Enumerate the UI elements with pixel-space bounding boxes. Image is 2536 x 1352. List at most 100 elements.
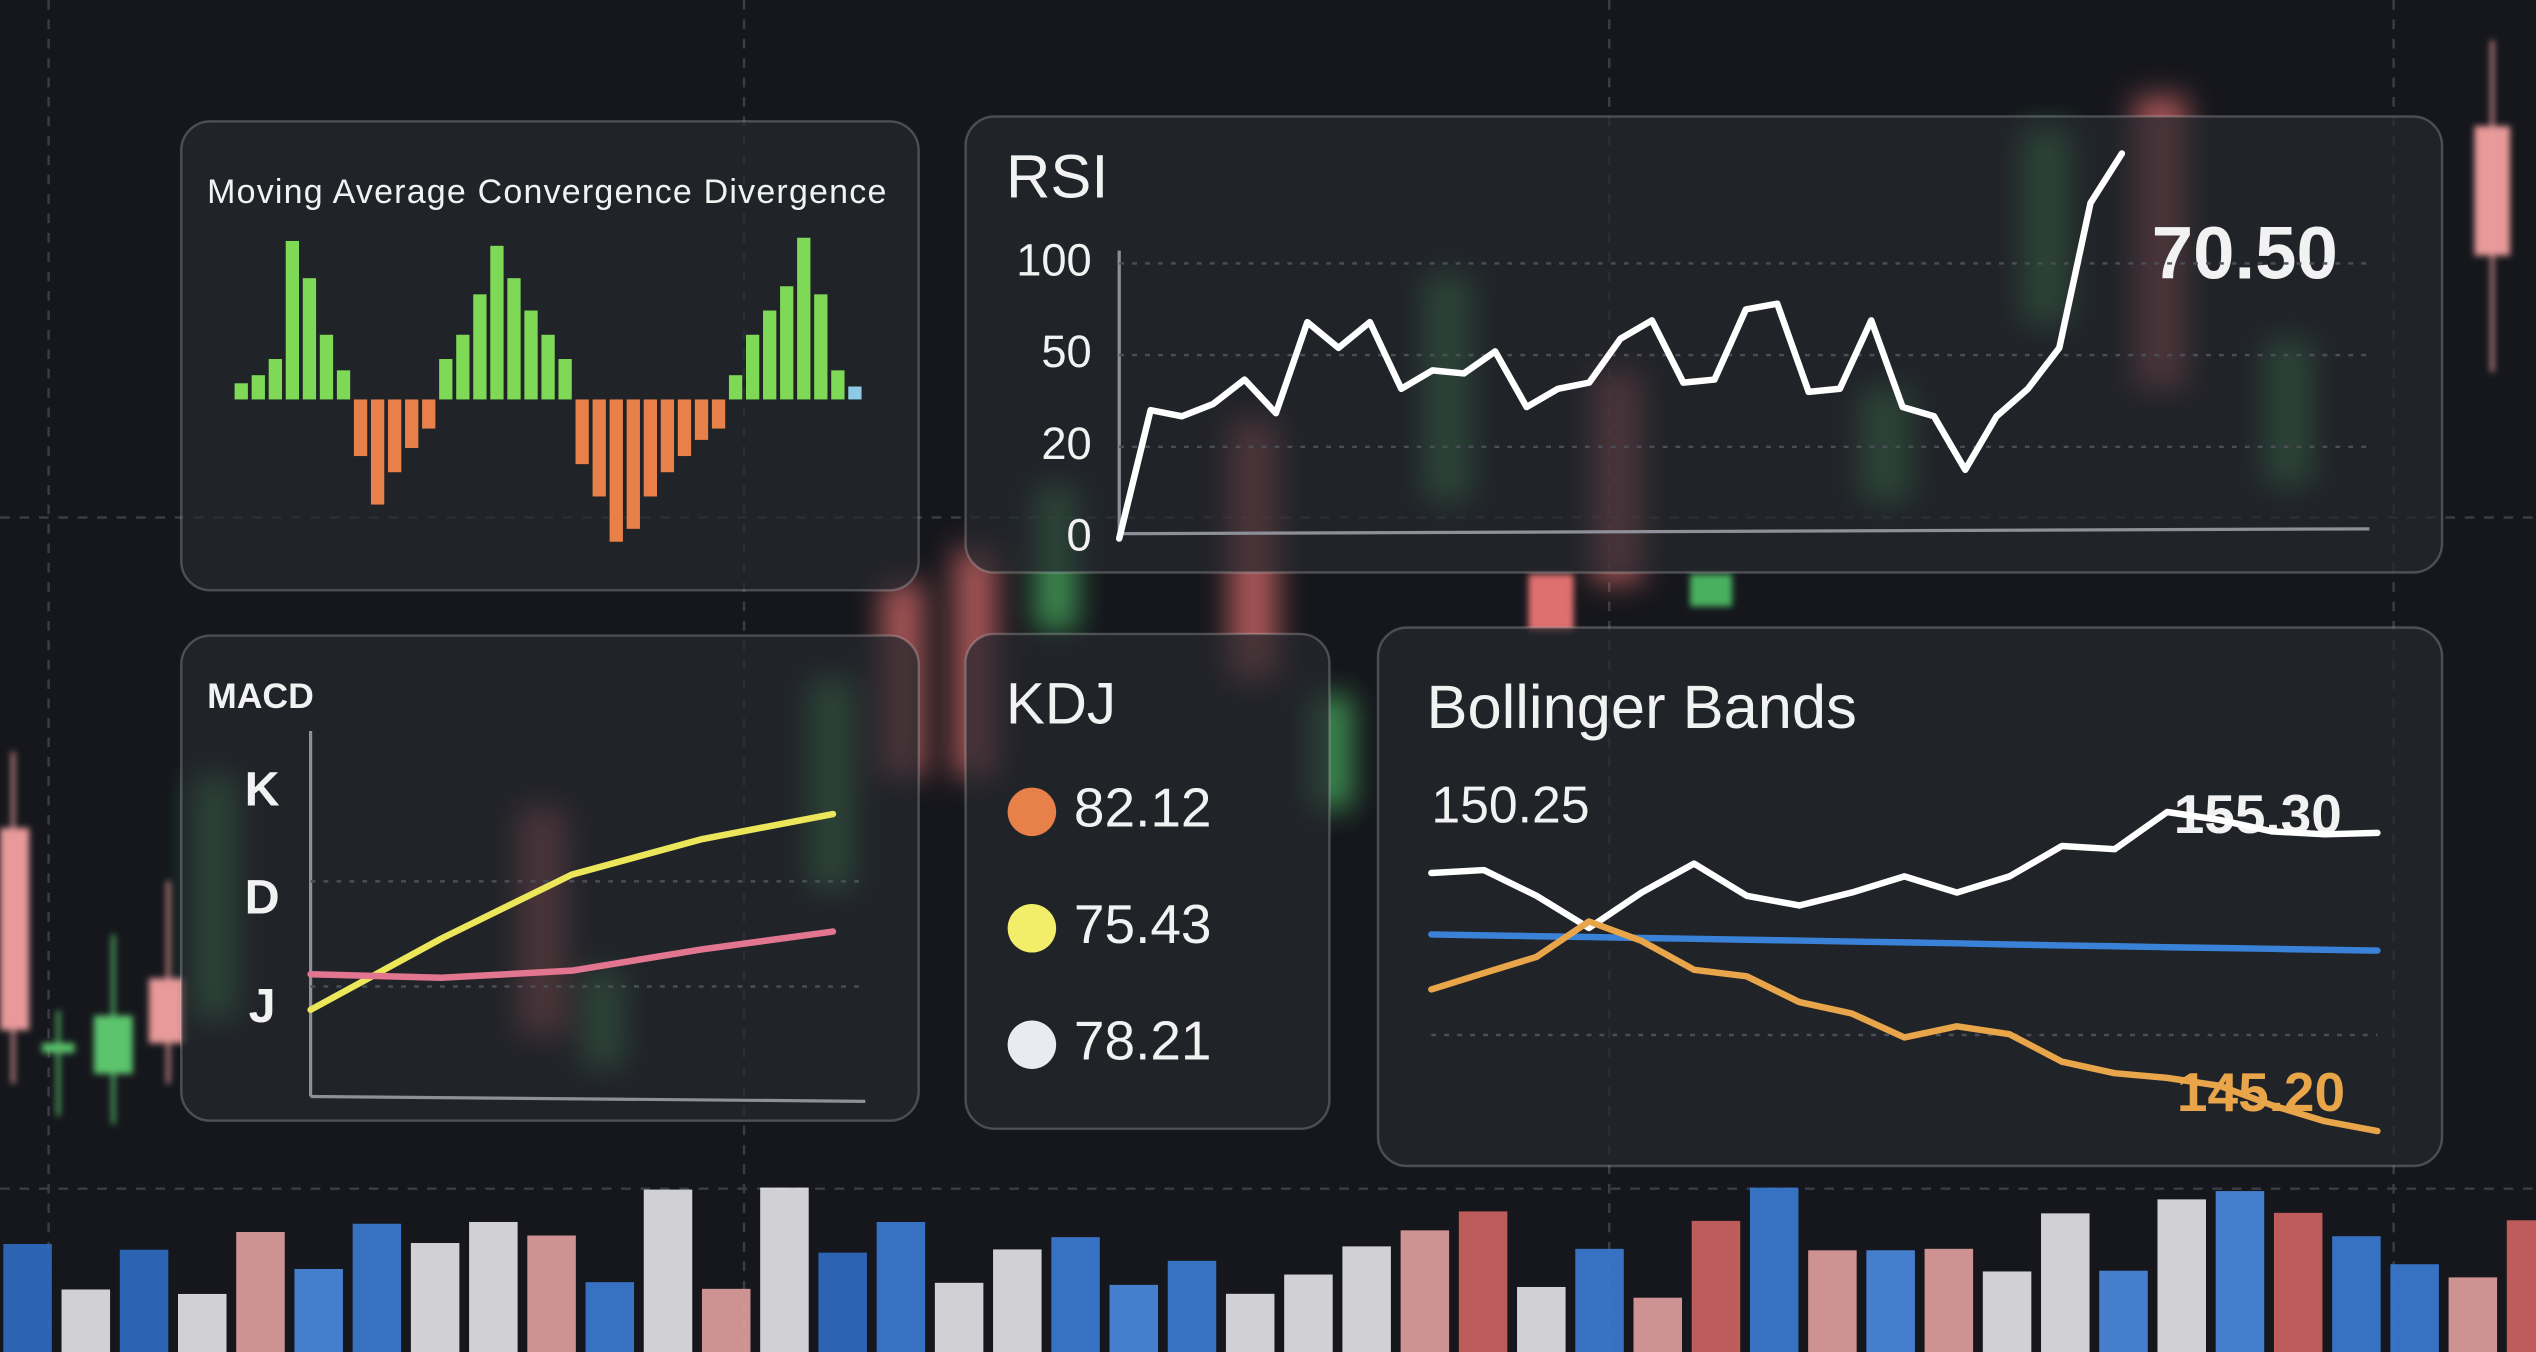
volume-bar [2506,1220,2536,1352]
bar [848,386,862,400]
volume-bar [1051,1237,1100,1352]
bar [643,399,658,497]
rsi-panel [964,115,2444,574]
x-axis [1119,527,2370,536]
bar [780,286,794,400]
bar [745,334,760,400]
bar [677,399,692,457]
volume-bar [1109,1284,1159,1352]
bar [422,399,436,429]
volume-bar [1633,1297,1683,1352]
bar [575,399,589,465]
volume-bar [1866,1250,1915,1352]
volume-bar [2448,1277,2498,1352]
legend-dot [1007,1020,1057,1069]
chart-title: Bollinger Bands [1426,673,1856,742]
line [1115,150,2126,542]
line [1428,808,2381,932]
volume-bar [410,1243,460,1352]
macd-line-panel [180,634,920,1122]
kdj-value: 82.12 [1074,776,1212,838]
bar [524,310,538,400]
bar [336,370,351,400]
volume-bar [469,1221,518,1352]
bar [660,399,675,473]
bar [711,399,726,429]
line [1428,931,2381,954]
volume-bar [294,1268,343,1352]
y-tick-label: 50 [1041,326,1091,377]
volume-bar [585,1282,635,1352]
volume-bar [760,1187,809,1352]
volume-bar [2157,1199,2206,1352]
chart-title: Moving Average Convergence Divergence [207,173,886,211]
chart-title: RSI [1006,142,1108,211]
volume-bar [1225,1293,1275,1352]
bar [439,359,453,400]
bar [763,310,777,400]
legend-dot [1007,904,1057,953]
y-label: D [245,871,280,925]
volume-bar [1342,1246,1391,1352]
volume-bar [1458,1211,1508,1352]
kdj-panel [964,632,1331,1131]
y-label: J [249,979,276,1033]
legend-dot [1007,787,1057,837]
volume-bar [1808,1250,1857,1352]
volume-bar [1982,1271,2032,1352]
bar [473,294,487,400]
volume-bar [993,1249,1042,1352]
y-tick-label: 20 [1041,418,1091,469]
bar [694,399,709,440]
volume-bar [1691,1220,1741,1352]
bar [490,245,504,400]
volume-bar [2099,1270,2148,1352]
volume-bar [1924,1248,1974,1352]
kdj-value: 78.21 [1074,1009,1212,1071]
volume-bar [3,1243,52,1352]
bar [609,399,623,542]
volume-bar [2273,1212,2323,1352]
volume-bar [2041,1213,2090,1352]
volume-bars [3,1187,2536,1352]
bar [405,399,419,448]
line [307,928,837,982]
volume-bar [1284,1274,1333,1352]
bar [541,334,555,400]
volume-bar [2390,1264,2439,1352]
y-label: K [245,762,280,816]
annotation: 70.50 [2152,211,2338,294]
bar [285,240,300,400]
bar [831,370,845,400]
bar [456,334,470,400]
bar [353,399,368,457]
volume-bar [61,1289,111,1352]
kdj-value: 75.43 [1074,893,1212,955]
volume-bar [643,1189,693,1352]
volume-bar [701,1288,751,1352]
panel-title: KDJ [1006,672,1116,737]
annotation: 145.20 [2177,1061,2345,1123]
bar [234,383,248,400]
bar [592,399,606,497]
line [307,810,837,1014]
volume-bar [1749,1187,1799,1352]
bar [507,278,521,400]
bar [626,399,640,529]
bar [370,399,385,505]
line [1428,918,2381,1135]
chart-title: MACD [207,676,314,716]
volume-bar [352,1223,402,1352]
bar [302,278,317,400]
bar [797,237,811,400]
volume-bar [236,1231,285,1352]
annotation: 150.25 [1431,775,1589,833]
bar [558,359,572,400]
volume-bar [119,1249,169,1352]
bar [251,375,265,400]
volume-bar [818,1252,867,1352]
volume-bar [2332,1236,2381,1352]
volume-bar [934,1282,984,1352]
